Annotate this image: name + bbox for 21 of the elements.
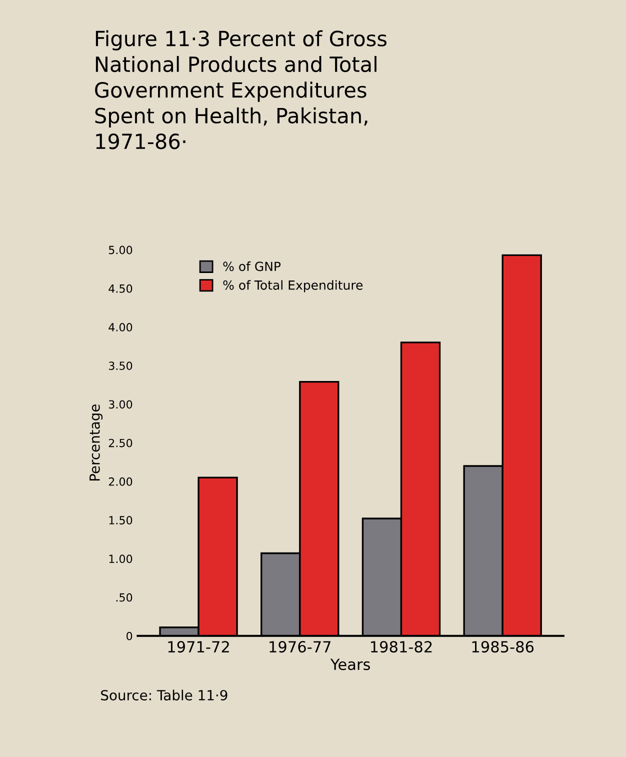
- x-tick-label: 1976-77: [270, 641, 330, 653]
- x-tick-label: 1971-72: [168, 641, 229, 653]
- source-note: Source: Table 11·9: [101, 690, 228, 700]
- y-tick-label: .50: [116, 593, 132, 602]
- legend-label: % of Total Expenditure: [223, 280, 363, 292]
- x-tick-label: 1985-86: [472, 641, 534, 653]
- y-tick-label: 2.50: [108, 438, 132, 448]
- x-axis-title: Years: [330, 658, 370, 670]
- y-tick-label: 4.50: [108, 284, 132, 293]
- y-tick-label: 4.00: [108, 323, 132, 332]
- y-tick-label: 5.00: [108, 246, 132, 254]
- y-axis-title: Percentage: [90, 404, 103, 481]
- y-tick-label: 1.50: [109, 516, 132, 524]
- y-tick-label: 0: [126, 632, 132, 640]
- legend-label: % of GNP: [223, 261, 281, 272]
- y-tick-label: 3.50: [108, 362, 132, 370]
- y-tick-label: 1.00: [109, 554, 132, 564]
- y-tick-label: 3.00: [108, 400, 132, 409]
- chart-title: Figure 11·3 Percent of Gross National Products and Total Government Expenditures Spent on Health, Pakistan, 1971-86·: [95, 30, 387, 150]
- y-tick-label: 2.00: [108, 477, 132, 486]
- x-tick-label: 1981-82: [370, 641, 432, 653]
